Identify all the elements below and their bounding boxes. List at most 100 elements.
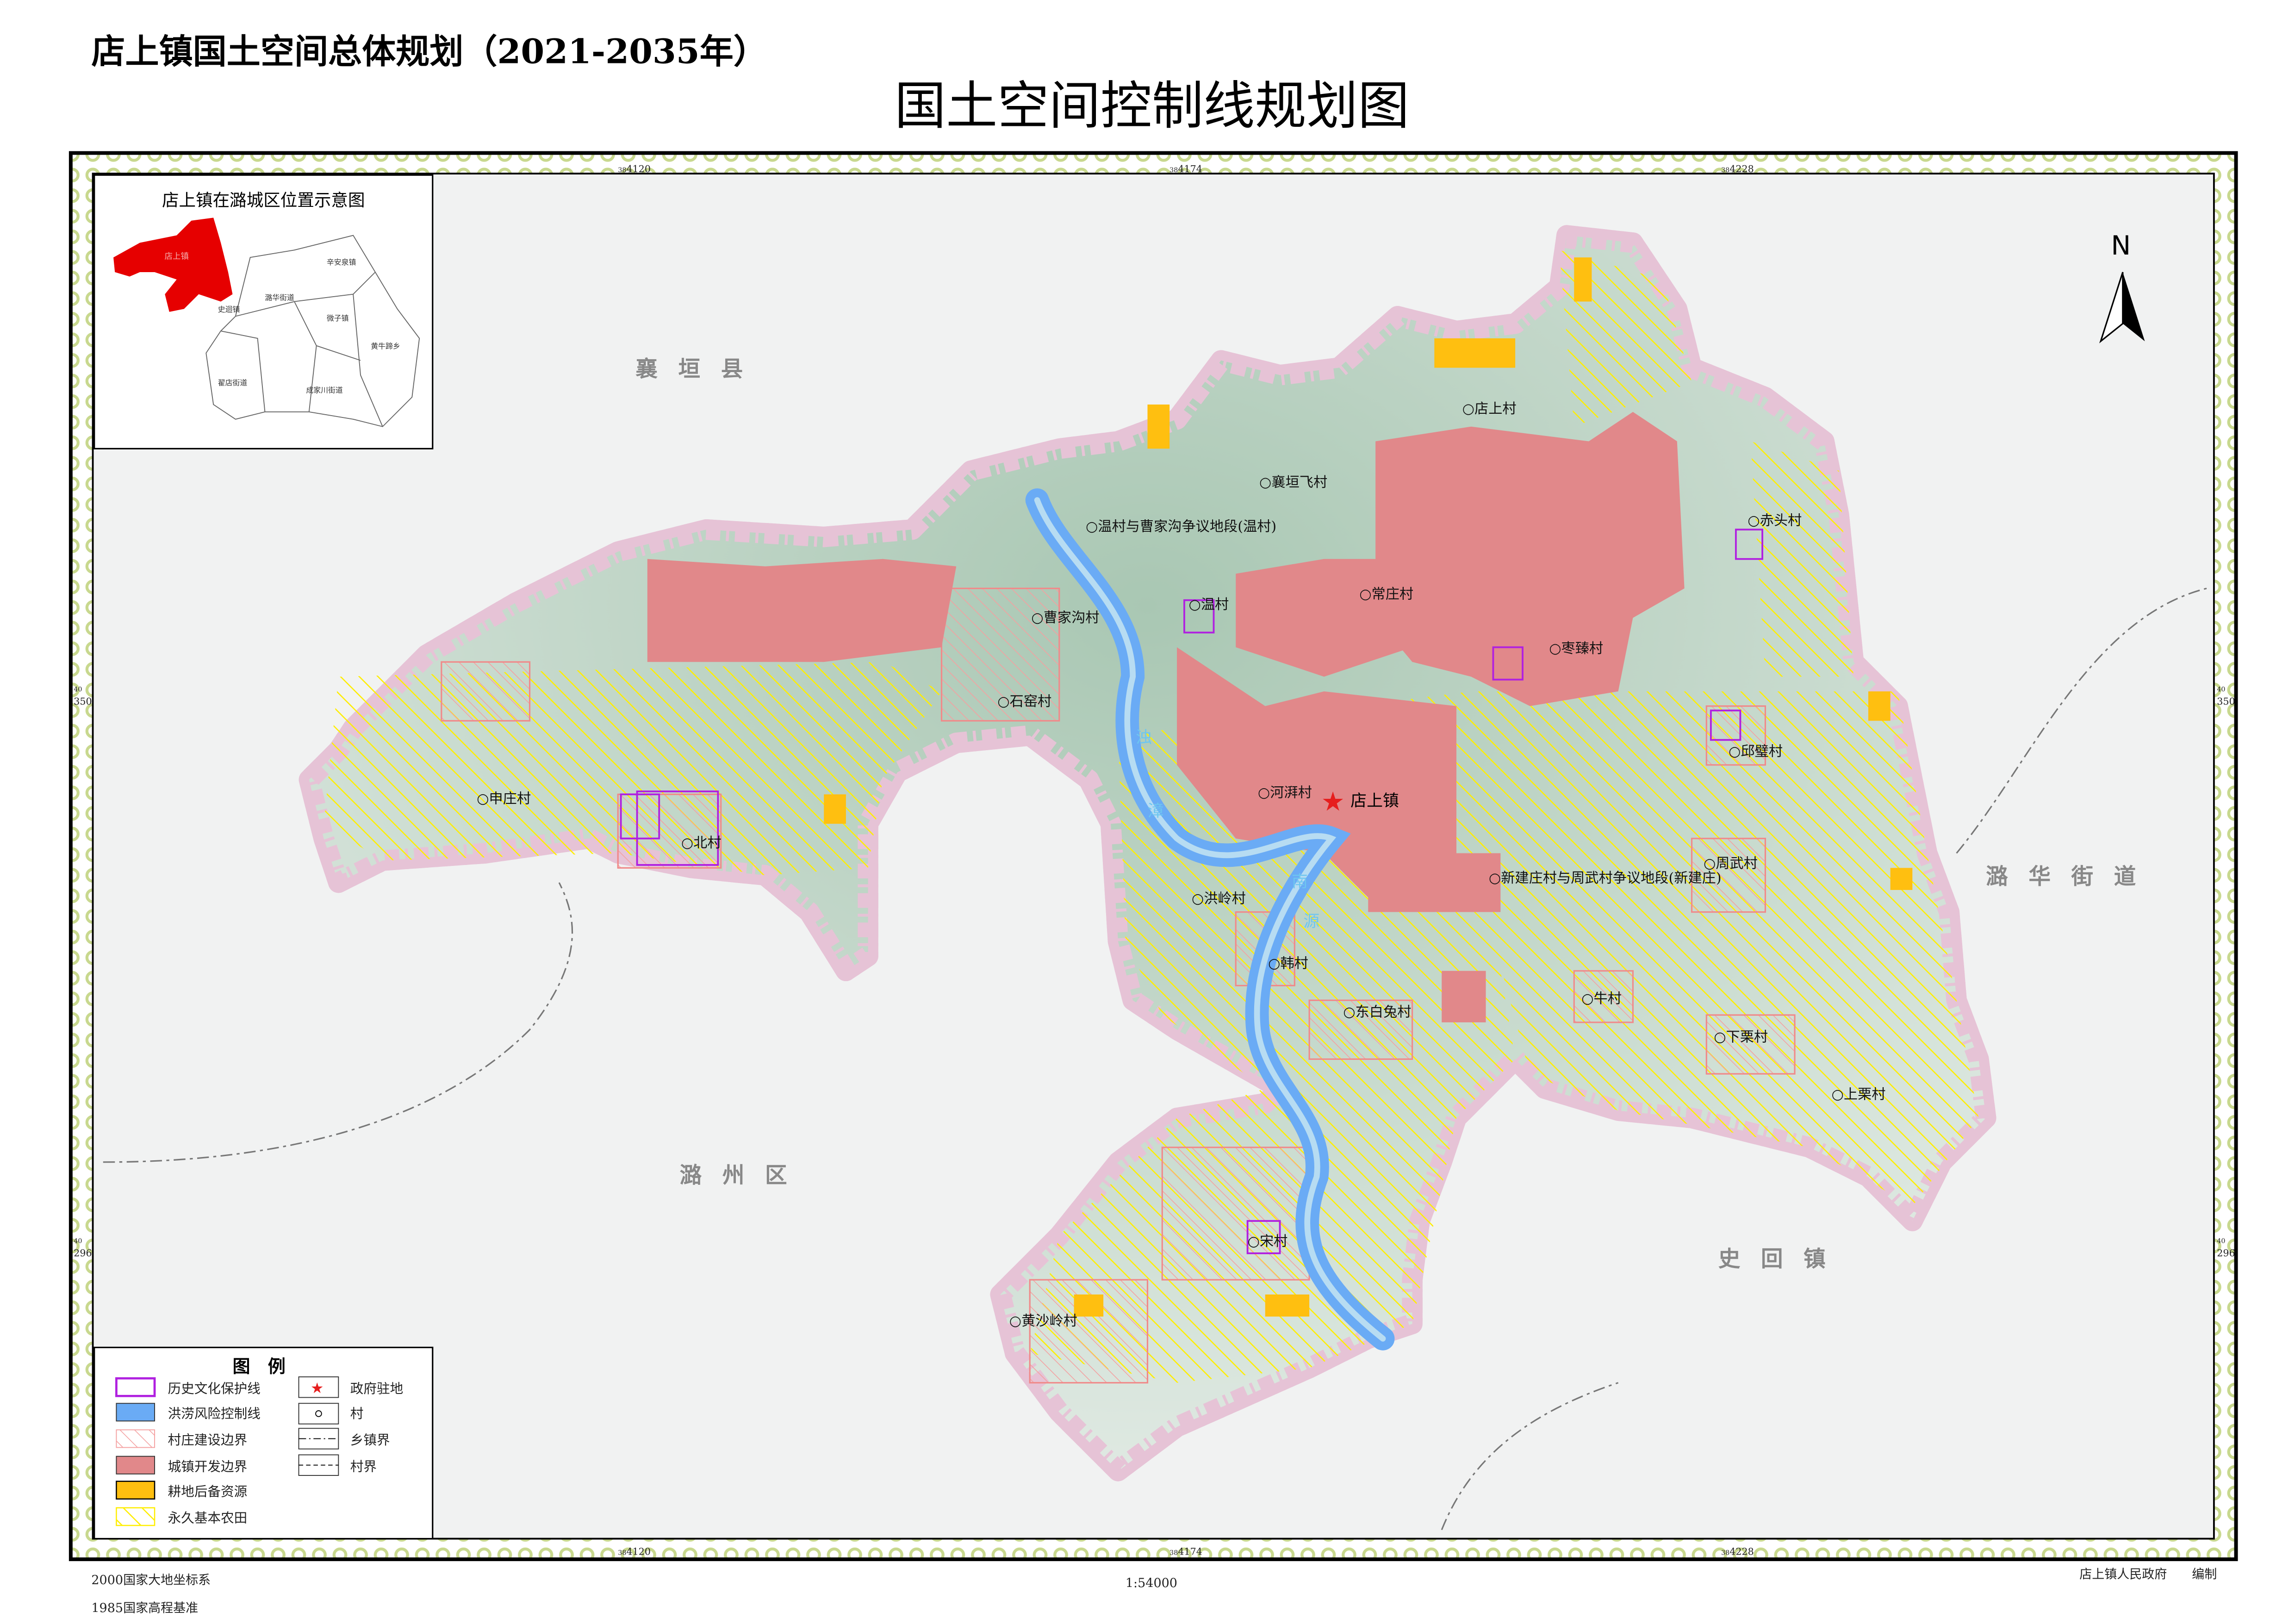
village-label: ○黄沙岭村 <box>1009 1313 1077 1329</box>
inset-district-outlines <box>205 235 420 427</box>
grid-tick: 296 <box>2217 1247 2235 1258</box>
inset-region-label: 潞华街道 <box>265 293 294 302</box>
village-boundary-swatch-icon <box>116 1429 155 1448</box>
reserve-cultivated-areas <box>824 257 1913 1317</box>
inset-title: 店上镇在潞城区位置示意图 <box>162 190 365 210</box>
grid-tick: 384228 <box>1721 163 1754 174</box>
village-label: ○北村 <box>681 835 721 851</box>
urban-development-areas <box>647 411 1685 1023</box>
seat-label: 店上镇 <box>1350 792 1399 810</box>
inset-region-label: 黄牛蹄乡 <box>371 342 400 350</box>
map-author: 店上镇人民政府 编制 <box>2079 1567 2217 1581</box>
village-label: ○洪岭村 <box>1192 891 1246 907</box>
river-char: 漳 <box>1148 802 1164 821</box>
river-char: 源 <box>1303 912 1319 931</box>
map-scale: 1:54000 <box>1126 1576 1177 1591</box>
footer: 2000国家大地坐标系 1985国家高程基准 1:54000 店上镇人民政府 编… <box>91 1567 2217 1615</box>
village-circle-icon <box>315 1410 322 1417</box>
village-label: ○宋村 <box>1248 1233 1288 1250</box>
red-star-icon: ★ <box>1321 786 1345 817</box>
plan-title: 店上镇国土空间总体规划（2021-2035年） <box>91 32 767 72</box>
village-label: ○申庄村 <box>477 790 531 807</box>
village-labels: ○店上村 ○襄垣飞村 ○温村与曹家沟争议地段(温村) ○赤头村 ○常庄村 ○温村… <box>477 401 1885 1329</box>
grid-tick: 40 <box>2217 686 2225 693</box>
legend-label: 历史文化保护线 <box>168 1381 261 1396</box>
inset-region-label: 史迴镇 <box>218 305 240 314</box>
reserve-swatch-icon <box>116 1481 155 1500</box>
grid-tick: 350 <box>74 696 92 707</box>
village-swatch-box <box>298 1403 339 1425</box>
village-label: ○河湃村 <box>1258 785 1312 801</box>
village-boundary-areas <box>441 587 1796 1384</box>
village-label: ○曹家沟村 <box>1031 610 1099 626</box>
grid-tick: 350 <box>2217 696 2235 707</box>
river-char: 浊 <box>1136 728 1152 747</box>
river-channel <box>1034 497 1386 1342</box>
village-label: ○韩村 <box>1268 955 1308 971</box>
village-label: ○东白兔村 <box>1343 1004 1411 1020</box>
village-label: ○下栗村 <box>1714 1029 1768 1045</box>
village-label: ○襄垣飞村 <box>1259 474 1327 491</box>
village-label: ○温村与曹家沟争议地段(温村) <box>1086 518 1276 535</box>
neighbor-label: 潞州区 <box>680 1162 808 1188</box>
elevation-datum: 1985国家高程基准 <box>91 1601 198 1616</box>
farmland-swatch-icon <box>116 1507 155 1526</box>
village-label: ○店上村 <box>1462 401 1517 417</box>
inset-region-label: 翟店街道 <box>218 379 248 387</box>
legend-label: 村庄建设边界 <box>168 1432 248 1448</box>
neighbor-label: 潞华街道 <box>1986 864 2157 890</box>
village-label: ○石窑村 <box>997 694 1051 710</box>
seat-swatch-box <box>298 1376 339 1398</box>
river-char: 南 <box>1292 873 1308 891</box>
village-label: ○邱璧村 <box>1729 744 1783 760</box>
village-line-swatch-box <box>298 1454 339 1476</box>
grid-ticks: 384120 384174 384228 384120 384174 38422… <box>74 163 2235 1557</box>
inset-region-label: 微子镇 <box>327 314 349 323</box>
grid-tick: 384120 <box>618 163 651 174</box>
legend-label: 耕地后备资源 <box>168 1483 248 1499</box>
village-label: ○赤头村 <box>1748 513 1802 529</box>
map-title: 国土空间控制线规划图 <box>895 76 1409 136</box>
legend-label: 洪涝风险控制线 <box>168 1406 261 1421</box>
grid-tick: 296 <box>74 1247 92 1258</box>
heritage-swatch-icon <box>115 1377 156 1397</box>
village-label: ○上栗村 <box>1831 1086 1885 1102</box>
neighbor-label: 史回镇 <box>1718 1246 1846 1272</box>
village-label: ○牛村 <box>1581 991 1622 1007</box>
village-label: ○周武村 <box>1704 855 1758 871</box>
legend-label: 城镇开发边界 <box>168 1458 248 1474</box>
coord-system: 2000国家大地坐标系 <box>91 1573 211 1587</box>
legend-label: 乡镇界 <box>350 1432 390 1448</box>
neighbor-labels: 襄垣县 潞华街道 潞州区 史回镇 <box>635 356 2157 1272</box>
grid-tick: 384174 <box>1169 163 1202 174</box>
urban-swatch-icon <box>116 1456 155 1475</box>
legend-label: 政府驻地 <box>350 1381 403 1396</box>
inset-region-label: 辛安泉镇 <box>327 258 356 267</box>
village-label: ○新建庄村与周武村争议地段(新建庄) <box>1489 870 1722 886</box>
village-label: ○枣臻村 <box>1549 641 1603 657</box>
grid-tick: 40 <box>2217 1238 2225 1245</box>
legend-label: 村界 <box>350 1458 377 1474</box>
flood-swatch-icon <box>116 1403 155 1422</box>
legend: 图 例 历史文化保护线 洪涝风险控制线 村庄建设边界 城镇开发边界 耕地后备资源… <box>93 1346 434 1540</box>
red-star-icon: ★ <box>311 1380 323 1397</box>
north-label: N <box>2111 230 2131 261</box>
heritage-protection-lines <box>620 529 1763 1254</box>
grid-tick: 384228 <box>1721 1546 1754 1557</box>
grid-tick: 40 <box>74 686 82 693</box>
village-label: ○常庄村 <box>1359 586 1413 603</box>
inset-region-label: 成家川街道 <box>306 386 343 395</box>
location-inset: 店上镇在潞城区位置示意图 店上镇 辛安泉镇 潞华街道 史迴镇 微子镇 黄牛蹄乡 … <box>93 174 434 450</box>
inset-highlight-label: 店上镇 <box>165 252 189 261</box>
neighbor-label: 襄垣县 <box>635 356 763 382</box>
legend-label: 永久基本农田 <box>168 1510 248 1526</box>
legend-title: 图 例 <box>233 1356 286 1376</box>
grid-tick: 40 <box>74 1238 82 1245</box>
grid-tick: 384120 <box>618 1546 651 1557</box>
grid-tick: 384174 <box>1169 1546 1202 1557</box>
village-label: ○温村 <box>1188 597 1229 613</box>
legend-label: 村 <box>350 1406 364 1421</box>
outer-township-boundaries <box>103 587 2207 1531</box>
inset-highlight <box>113 218 233 312</box>
